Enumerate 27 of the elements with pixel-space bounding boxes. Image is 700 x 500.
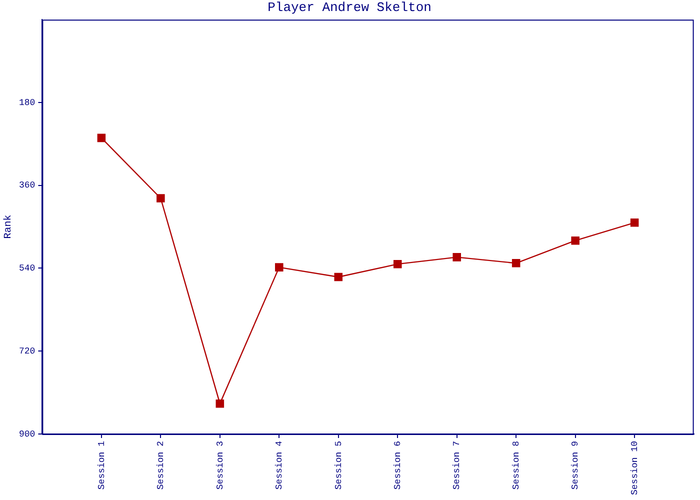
y-tick-label: 540 [19,264,36,274]
point [156,194,165,202]
y-tick-label: 720 [19,346,36,357]
y-axis-title: Rank [2,214,15,239]
point [275,263,284,272]
x-tick-label: Session 10 [630,440,640,496]
point [630,218,639,227]
point [452,253,461,262]
x-tick-label: Session 8 [511,440,522,490]
y-tick-label: 900 [19,429,36,440]
x-tick-label: Session 6 [393,440,404,490]
x-tick-label: Session 4 [274,440,285,490]
x-tick-label: Session 9 [570,440,581,490]
x-tick-label: Session 5 [334,440,344,490]
chart-title: Player Andrew Skelton [268,0,432,16]
point [97,134,106,142]
x-tick-label: Session 2 [156,440,166,490]
x-tick-label: Session 7 [452,440,462,490]
x-tick-label: Session 1 [96,440,107,490]
point [334,272,343,282]
x-tick-label: Session 3 [215,440,226,490]
point [216,399,224,408]
y-tick-label: 360 [19,180,36,191]
point [393,260,402,268]
y-tick-label: 180 [19,98,36,108]
point [571,236,580,245]
point [512,259,520,268]
